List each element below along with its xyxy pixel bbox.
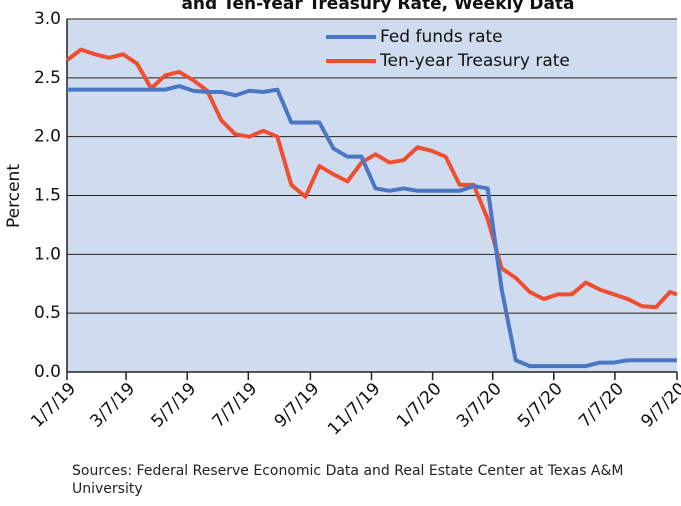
y-tick-label: 2.0: [34, 127, 61, 147]
x-tick-label: 1/7/19: [27, 379, 80, 432]
y-tick-label: 0.0: [34, 362, 61, 382]
chart: and Ten-Year Treasury Rate, Weekly Data …: [4, 0, 681, 439]
x-tick-label: 7/7/20: [575, 379, 628, 432]
y-tick-label: 1.5: [34, 186, 61, 206]
x-tick-label: 3/7/19: [86, 379, 139, 432]
x-tick-label: 5/7/20: [514, 379, 567, 432]
y-axis-label: Percent: [4, 164, 24, 228]
y-tick-label: 0.5: [34, 303, 61, 323]
x-tick-label: 11/7/19: [324, 379, 384, 439]
x-tick-label: 5/7/19: [147, 379, 200, 432]
y-tick-label: 1.0: [34, 244, 61, 264]
x-tick-label: 9/7/20: [637, 379, 681, 432]
series-line: [67, 84, 677, 369]
source-note: Sources: Federal Reserve Economic Data a…: [72, 463, 624, 497]
x-tick-label: 9/7/19: [271, 379, 324, 432]
legend-label: Ten-year Treasury rate: [379, 51, 570, 71]
legend-label: Fed funds rate: [380, 27, 503, 47]
x-tick-label: 7/7/19: [209, 379, 262, 432]
y-tick-label: 2.5: [34, 68, 61, 88]
chart-title: and Ten-Year Treasury Rate, Weekly Data: [181, 0, 574, 14]
x-tick-label: 3/7/20: [453, 379, 506, 432]
x-tick-label: 1/7/20: [393, 379, 446, 432]
series-line: [65, 47, 678, 310]
y-tick-label: 3.0: [34, 9, 61, 29]
